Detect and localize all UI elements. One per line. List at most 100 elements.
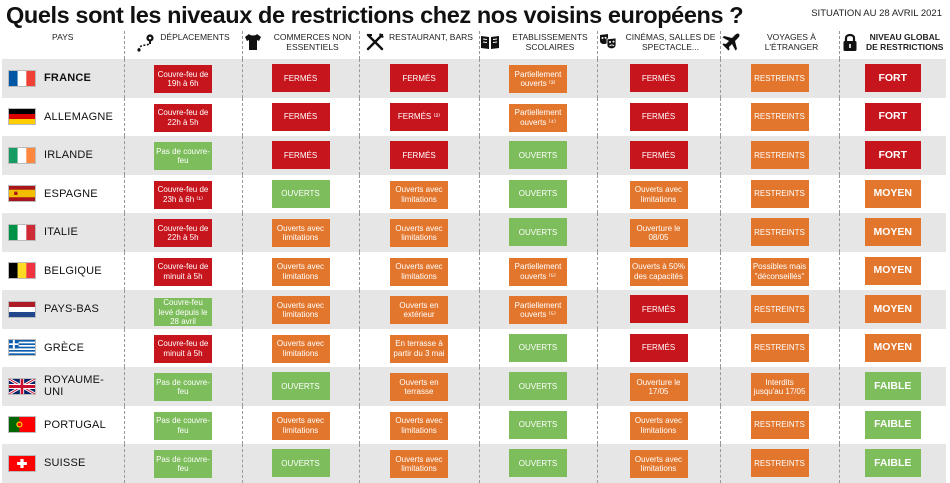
open-book-icon (480, 36, 499, 49)
restaurants-cell: Ouverts avec limitations (358, 444, 479, 483)
col-header-label: ETABLISSEMENTS SCOLAIRES (512, 32, 588, 52)
voyages-cell: RESTREINTS (719, 97, 839, 136)
deplacements-status-badge: Couvre-feu de 23h à 6h ⁽¹⁾ (154, 180, 212, 209)
voyages-cell: RESTREINTS (719, 328, 839, 367)
voyages-status-badge: RESTREINTS (750, 141, 809, 170)
restaurants-status-badge: FERMÉS (390, 141, 448, 170)
commerces-cell: FERMÉS (241, 59, 359, 98)
restaurants-cell: Ouverts avec limitations (358, 251, 479, 290)
deplacements-cell: Pas de couvre-feu (123, 136, 242, 175)
deplacements-cell: Pas de couvre-feu (123, 405, 242, 444)
country-name: ROYAUME-UNI (43, 374, 105, 399)
scolaires-status-badge: OUVERTS (509, 372, 567, 401)
table-row: ESPAGNE Couvre-feu de 23h à 6h ⁽¹⁾ OUVERTS… (2, 174, 946, 213)
voyages-status-badge: RESTREINTS (750, 295, 809, 324)
col-header-label: PAYS (52, 32, 74, 42)
voyages-cell: RESTREINTS (719, 213, 839, 252)
situation-date: SITUATION AU 28 AVRIL 2021 (811, 8, 942, 19)
niveau-cell: FAIBLE (838, 444, 946, 483)
voyages-status-badge: Interdits jusqu'au 17/05 (750, 373, 809, 401)
deplacements-cell: Couvre-feu de minuit à 5h (123, 328, 242, 367)
deplacements-status-badge: Couvre-feu levé depuis le 28 avril (154, 298, 212, 327)
commerces-status-badge: Ouverts avec limitations (271, 219, 330, 247)
scolaires-cell: OUVERTS (478, 367, 597, 406)
commerces-cell: OUVERTS (241, 174, 359, 213)
deplacements-cell: Couvre-feu de 23h à 6h ⁽¹⁾ (123, 174, 242, 213)
flag-be-icon (8, 262, 36, 280)
scolaires-cell: Partiellement ouverts ⁽⁵⁾ (478, 251, 597, 290)
table-row: PAYS-BAS Couvre-feu levé depuis le 28 avr… (2, 290, 946, 329)
country-cell: BELGIQUE (2, 252, 124, 291)
niveau-cell: FORT (838, 136, 946, 175)
country-cell: ITALIE (2, 213, 124, 252)
niveau-status-badge: FORT (864, 102, 921, 131)
col-header-voyages: VOYAGES À L'ÉTRANGER (719, 31, 839, 59)
flag-pt-icon (8, 416, 36, 434)
country-cell: PAYS-BAS (2, 290, 124, 329)
cinemas-cell: Ouverts avec limitations (596, 444, 720, 483)
col-header-scolaires: ETABLISSEMENTS SCOLAIRES (478, 31, 597, 59)
country-cell: GRÈCE (2, 329, 124, 368)
voyages-cell: RESTREINTS (719, 59, 839, 98)
scolaires-status-badge: OUVERTS (509, 410, 567, 439)
restaurants-cell: FERMÉS ⁽²⁾ (358, 97, 479, 136)
col-header-label: VOYAGES À L'ÉTRANGER (764, 32, 819, 52)
niveau-status-badge: FORT (864, 64, 921, 93)
niveau-cell: MOYEN (838, 174, 946, 213)
voyages-status-badge: RESTREINTS (750, 102, 809, 131)
scolaires-status-badge: OUVERTS (509, 333, 567, 362)
padlock-icon (843, 33, 856, 51)
niveau-status-badge: FORT (864, 141, 921, 170)
commerces-cell: Ouverts avec limitations (241, 290, 359, 329)
restaurants-status-badge: Ouverts en terrasse (390, 373, 448, 401)
flag-gb-icon (8, 377, 36, 395)
scolaires-cell: OUVERTS (478, 136, 597, 175)
scolaires-cell: Partiellement ouverts ⁽⁵⁾ (478, 290, 597, 329)
page-title: Quels sont les niveaux de restrictions c… (6, 2, 744, 28)
voyages-cell: RESTREINTS (719, 174, 839, 213)
commerces-status-badge: Ouverts avec limitations (271, 257, 330, 286)
niveau-status-badge: MOYEN (864, 218, 921, 247)
voyages-status-badge: RESTREINTS (750, 179, 809, 208)
cinemas-cell: Ouverts à 50% des capacités (596, 251, 720, 290)
country-cell: ROYAUME-UNI (2, 367, 124, 406)
voyages-status-badge: RESTREINTS (750, 333, 809, 362)
col-header-label: DÉPLACEMENTS (160, 32, 230, 42)
cinemas-status-badge: Ouverts avec limitations (629, 180, 688, 209)
commerces-status-badge: OUVERTS (271, 372, 330, 401)
country-cell: FRANCE (2, 59, 124, 98)
country-name: GRÈCE (44, 341, 85, 354)
voyages-cell: RESTREINTS (719, 405, 839, 444)
cinemas-status-badge: FERMÉS (629, 295, 688, 324)
restaurants-cell: Ouverts avec limitations (358, 174, 479, 213)
country-name: IRLANDE (44, 149, 94, 162)
flag-nl-icon (8, 300, 36, 318)
restaurants-status-badge: Ouverts avec limitations (390, 180, 448, 209)
voyages-status-badge: RESTREINTS (750, 64, 809, 93)
restaurants-status-badge: Ouverts avec limitations (390, 411, 448, 440)
cinemas-status-badge: FERMÉS (629, 333, 688, 362)
table-row: FRANCE Couvre-feu de 19h à 6h FERMÉS FERMÉS… (2, 59, 946, 98)
niveau-status-badge: FAIBLE (864, 372, 921, 401)
commerces-status-badge: FERMÉS (271, 64, 330, 93)
niveau-status-badge: FAIBLE (864, 449, 921, 478)
cinemas-status-badge: Ouverts à 50% des capacités (629, 257, 688, 286)
commerces-status-badge: Ouverts avec limitations (271, 296, 330, 324)
table-row: PORTUGAL Pas de couvre-feu Ouverts avec li… (2, 405, 946, 444)
commerces-status-badge: Ouverts avec limitations (271, 334, 330, 363)
flag-fr-icon (8, 69, 36, 87)
commerces-cell: FERMÉS (241, 136, 359, 175)
voyages-cell: Interdits jusqu'au 17/05 (719, 367, 839, 406)
cinemas-cell: Ouverts avec limitations (596, 405, 720, 444)
restaurants-cell: Ouverts en extérieur (358, 290, 479, 329)
cinemas-cell: Ouverts avec limitations (596, 174, 720, 213)
cinemas-cell: FERMÉS (596, 136, 720, 175)
col-header-restaurants: RESTAURANT, BARS (358, 31, 479, 59)
niveau-cell: FORT (838, 97, 946, 136)
voyages-status-badge: Possibles mais "déconseillés" (750, 257, 809, 286)
country-name: PAYS-BAS (44, 303, 99, 316)
cinemas-status-badge: Ouverture le 08/05 (629, 219, 688, 247)
deplacements-cell: Couvre-feu de 22h à 5h (123, 97, 242, 136)
restaurants-status-badge: FERMÉS (390, 64, 448, 93)
